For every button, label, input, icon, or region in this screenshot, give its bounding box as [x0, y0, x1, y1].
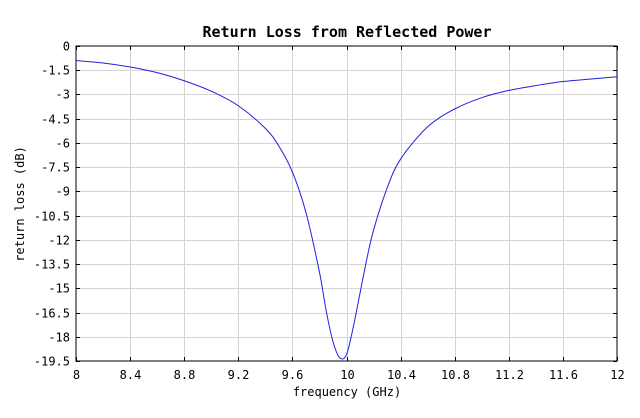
y-axis-label: return loss (dB): [13, 146, 27, 262]
x-tick-label: 10.8: [441, 368, 470, 382]
y-tick-label: -3: [56, 88, 70, 102]
grid: [76, 46, 617, 361]
y-tick-labels: 0 -1.5 -3 -4.5 -6 -7.5 -9 -10.5 -12 -13.5 -15 -16.5…: [34, 40, 70, 369]
x-tick-label: 8.4: [120, 368, 142, 382]
return-loss-line: [75, 60, 618, 360]
y-tick-label: -16.5: [34, 307, 70, 321]
x-tick-label: 11.2: [495, 368, 524, 382]
chart-title: Return Loss from Reflected Power: [203, 23, 492, 41]
y-tick-label: -18: [48, 331, 70, 345]
y-tick-label: -6: [56, 137, 70, 151]
y-tick-label: -4.5: [41, 113, 70, 127]
x-tick-label: 10.4: [387, 368, 416, 382]
plot-frame: [75, 45, 618, 362]
x-tick-label: 11.6: [549, 368, 578, 382]
y-tick-label: -13.5: [34, 258, 70, 272]
y-tick-label: -7.5: [41, 161, 70, 175]
y-tick-label: -1.5: [41, 64, 70, 78]
x-tick-label: 10: [340, 368, 354, 382]
x-tick-label: 12: [610, 368, 624, 382]
x-tick-label: 9.2: [228, 368, 250, 382]
y-tick-label: 0: [63, 40, 70, 54]
x-tick-labels: 8 8.4 8.8 9.2 9.6 10 10.4 10.8 11.2 11.6 12: [73, 368, 625, 382]
y-tick-label: -19.5: [34, 355, 70, 369]
x-axis-label: frequency (GHz): [293, 385, 401, 399]
y-tick-label: -10.5: [34, 210, 70, 224]
axis-ticks: [76, 46, 618, 362]
x-tick-label: 9.6: [282, 368, 304, 382]
y-tick-label: -15: [48, 282, 70, 296]
x-tick-label: 8: [73, 368, 80, 382]
y-tick-label: -9: [56, 185, 70, 199]
x-tick-label: 8.8: [174, 368, 196, 382]
y-tick-label: -12: [48, 234, 70, 248]
